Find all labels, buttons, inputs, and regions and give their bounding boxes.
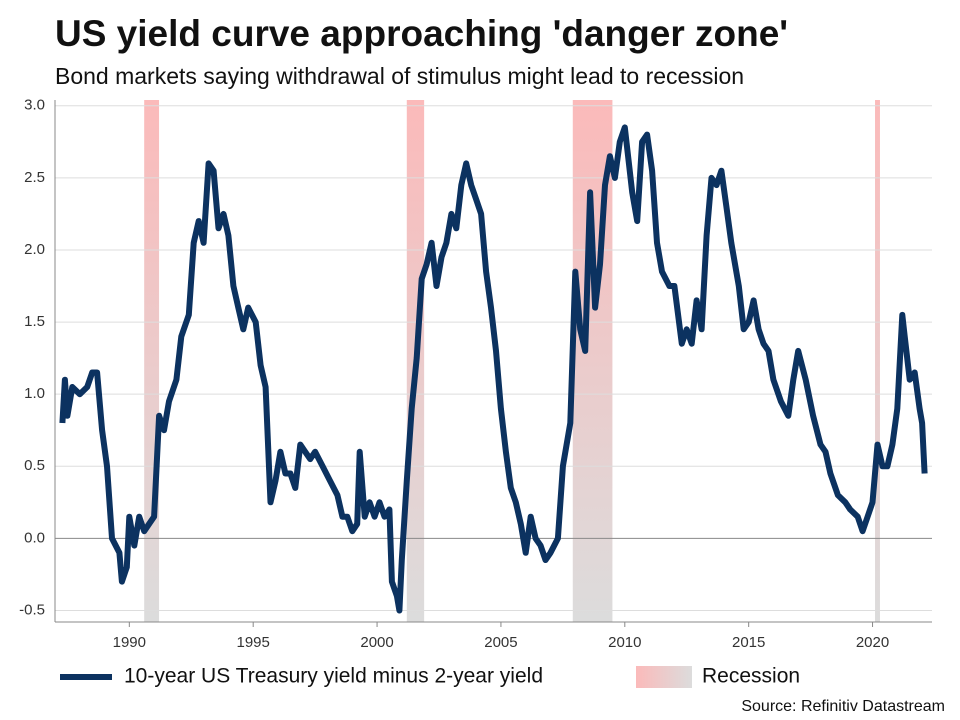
x-tick-label: 2000	[360, 634, 393, 651]
y-tick-label: 1.0	[24, 385, 45, 402]
y-tick-label: 3.0	[24, 97, 45, 114]
y-tick-label: 1.5	[24, 313, 45, 330]
series-line	[59, 124, 928, 614]
recession-band	[875, 100, 880, 622]
x-tick-label: 1990	[113, 634, 146, 651]
x-tick-label: 1995	[237, 634, 270, 651]
x-tick-label: 2005	[484, 634, 517, 651]
y-tick-label: 0.0	[24, 529, 45, 546]
y-tick-label: 2.5	[24, 169, 45, 186]
y-tick-label: 0.5	[24, 457, 45, 474]
x-tick-label: 2010	[608, 634, 641, 651]
legend-swatch	[636, 666, 692, 688]
chart-title: US yield curve approaching 'danger zone'	[55, 13, 788, 54]
source: Source: Refinitiv Datastream	[741, 698, 945, 715]
x-tick-label: 2020	[856, 634, 889, 651]
x-tick-label: 2015	[732, 634, 765, 651]
y-tick-label: -0.5	[19, 601, 45, 618]
chart-subtitle: Bond markets saying withdrawal of stimul…	[55, 63, 744, 89]
y-tick-label: 2.0	[24, 241, 45, 258]
legend-label: 10-year US Treasury yield minus 2-year y…	[124, 665, 543, 688]
legend-label: Recession	[702, 665, 800, 688]
